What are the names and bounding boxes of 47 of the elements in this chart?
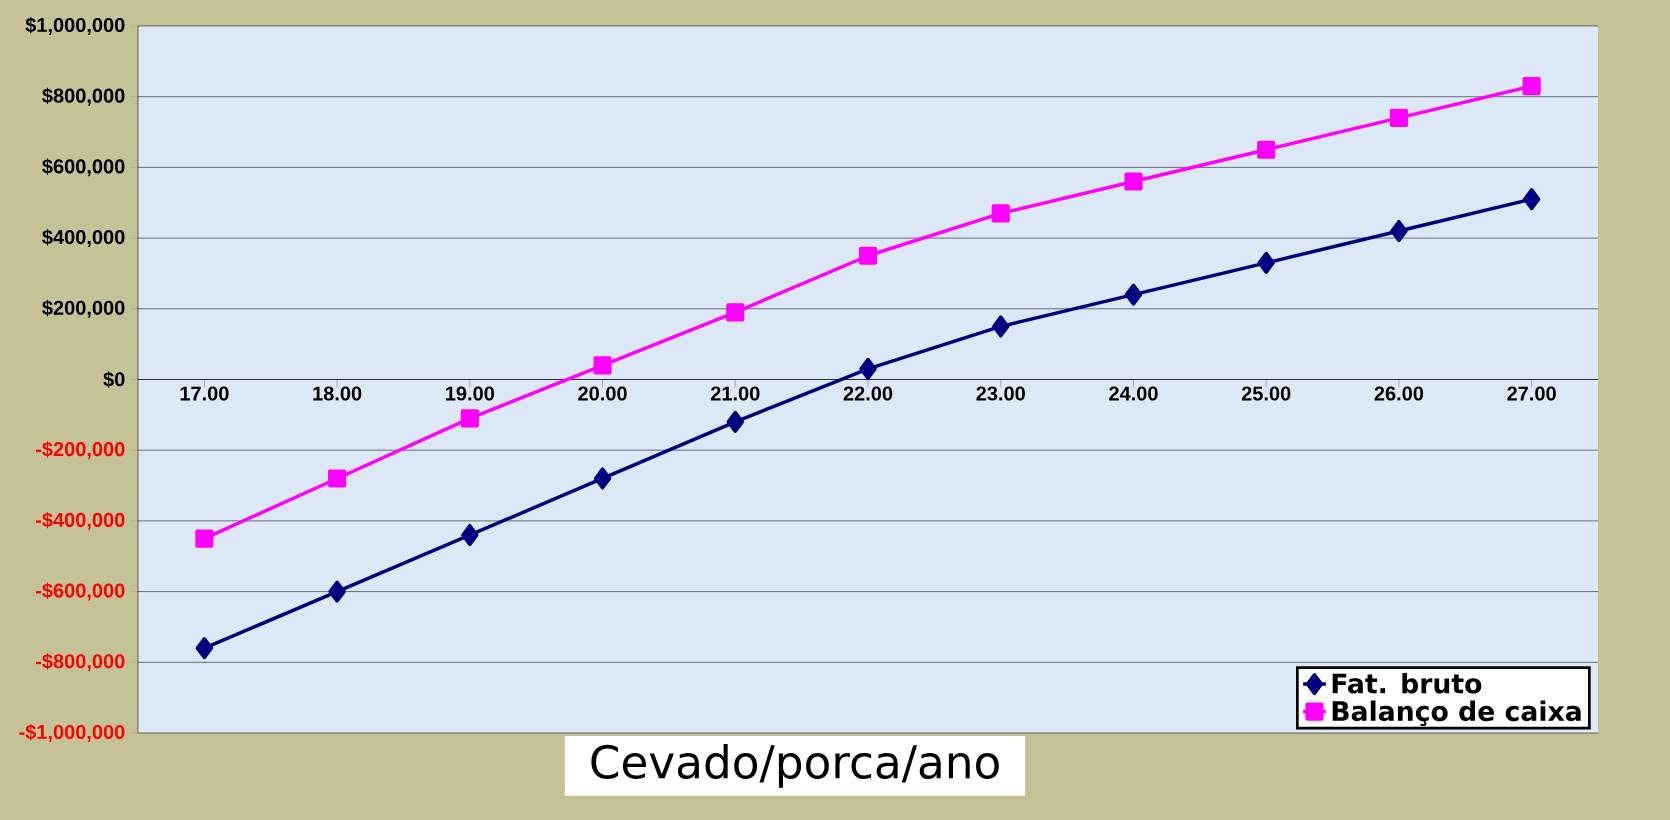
point	[1522, 77, 1541, 96]
x-tick-label: 17.00	[180, 386, 229, 401]
y-tick-label: -$800,000	[36, 653, 125, 672]
point	[1124, 283, 1143, 306]
point	[1257, 140, 1276, 159]
y-tick-label: -$600,000	[36, 582, 125, 601]
y-tick-label: $400,000	[42, 229, 125, 248]
point	[593, 467, 612, 490]
x-tick-label: 21.00	[710, 386, 760, 401]
legend-label: Fat. bruto	[1332, 672, 1482, 694]
point	[1390, 219, 1408, 243]
point	[328, 580, 346, 603]
point	[1522, 188, 1541, 211]
point	[1257, 251, 1275, 274]
y-tick-label: -$1,000,000	[19, 724, 125, 742]
y-tick-label: -$400,000	[36, 511, 125, 530]
y-tick-label: $600,000	[42, 158, 125, 177]
x-axis-title: Cevado/porca/ano	[591, 743, 999, 788]
point	[195, 637, 214, 660]
point	[195, 529, 214, 548]
legend-label: Balanço de caixa	[1332, 700, 1581, 727]
x-tick-label: 18.00	[313, 386, 362, 401]
point	[593, 356, 612, 375]
point	[991, 204, 1010, 223]
x-tick-label: 23.00	[976, 386, 1025, 401]
point	[1389, 108, 1408, 127]
y-tick-label: $1,000,000	[25, 17, 125, 35]
y-tick-label: $0	[103, 371, 125, 388]
x-tick-label: 24.00	[1109, 386, 1158, 401]
point	[1124, 172, 1143, 191]
x-tick-label: 22.00	[843, 386, 893, 401]
x-tick-label: 25.00	[1241, 386, 1291, 401]
point	[726, 303, 745, 322]
y-tick-label: $800,000	[42, 87, 125, 106]
point	[726, 410, 745, 433]
point	[859, 357, 877, 380]
x-tick-label: 20.00	[578, 386, 627, 401]
x-tick-label: 27.00	[1507, 386, 1556, 401]
point	[328, 469, 347, 488]
x-tick-label: 19.00	[446, 386, 495, 401]
point	[460, 409, 479, 428]
point	[858, 246, 878, 265]
x-tick-label: 26.00	[1374, 386, 1424, 401]
point	[461, 523, 479, 547]
y-tick-label: $200,000	[42, 299, 125, 318]
point	[992, 315, 1010, 338]
y-tick-label: -$200,000	[36, 441, 125, 460]
